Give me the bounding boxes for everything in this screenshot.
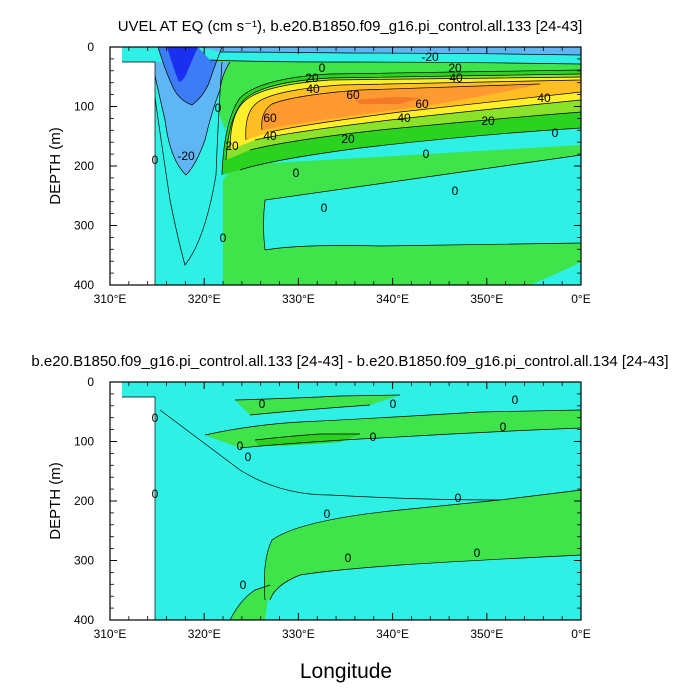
bottom-contour-lines — [159, 394, 581, 620]
contour-label: 20 — [448, 61, 462, 75]
contour-label: 0 — [215, 101, 222, 115]
contour-label: 20 — [305, 71, 319, 85]
contour-label: 0 — [237, 439, 244, 453]
y-tick-label: 100 — [74, 435, 94, 449]
bottom-contour-fill — [110, 382, 581, 620]
top-westward-m60 — [167, 47, 198, 82]
contour-label: 0 — [240, 578, 247, 592]
bottom-band-100m-core — [255, 434, 360, 446]
top-contour-fill — [110, 47, 581, 285]
contour-label: 40 — [306, 82, 320, 96]
x-tick-label: 320°E — [188, 627, 221, 641]
contour-label: 0 — [423, 147, 430, 161]
top-land-mask — [122, 62, 155, 285]
y-tick-label: 100 — [74, 100, 94, 114]
x-tick-label: 350°E — [470, 627, 503, 641]
contour-label: 0 — [370, 430, 377, 444]
y-tick-label: 300 — [74, 219, 94, 233]
top-east-corner — [530, 262, 581, 285]
contour-label: -20 — [177, 149, 195, 163]
bottom-x-axis-label: Longitude — [300, 660, 392, 683]
y-tick-label: 400 — [74, 613, 94, 627]
contour-label: 0 — [500, 420, 507, 434]
top-deep-positive-layer — [265, 243, 581, 285]
contour-label: 0 — [474, 546, 481, 560]
contour-label: 0 — [452, 184, 459, 198]
x-tick-label: 340°E — [376, 627, 409, 641]
x-tick-label: 340°E — [376, 292, 409, 306]
top-undercurrent-80 — [261, 84, 540, 130]
x-tick-label: 350°E — [470, 292, 503, 306]
contour-label: 20 — [225, 139, 239, 153]
contour-label: -20 — [421, 50, 439, 64]
contour-label: 0 — [345, 551, 352, 565]
bottom-y-axis-label: DEPTH (m) — [47, 462, 64, 540]
y-tick-label: 200 — [74, 159, 94, 173]
top-westward-m20 — [152, 62, 230, 175]
x-tick-label: 310°E — [94, 292, 127, 306]
contour-label: 20 — [481, 114, 495, 128]
contour-label: 0 — [152, 487, 159, 501]
top-undercurrent-core — [355, 97, 420, 104]
contour-label: 0 — [259, 397, 266, 411]
y-tick-label: 400 — [74, 278, 94, 292]
contour-label: 40 — [397, 111, 411, 125]
contour-label: 60 — [263, 111, 277, 125]
contour-label: 60 — [415, 97, 429, 111]
contour-label: 0 — [552, 126, 559, 140]
contour-label: 0 — [390, 397, 397, 411]
top-contour-lines — [149, 47, 581, 266]
contour-label: 0 — [152, 153, 159, 167]
contour-label: 40 — [449, 71, 463, 85]
x-tick-label: 320°E — [188, 292, 221, 306]
y-tick-label: 200 — [74, 494, 94, 508]
contour-label: 40 — [537, 91, 551, 105]
x-tick-label: 310°E — [94, 627, 127, 641]
top-middepth-positive-band — [223, 145, 581, 285]
x-tick-label: 0°E — [571, 292, 590, 306]
x-tick-label: 330°E — [282, 292, 315, 306]
contour-label: 60 — [346, 88, 360, 102]
contour-label: 0 — [324, 507, 331, 521]
x-tick-label: 0°E — [571, 627, 590, 641]
y-tick-label: 0 — [87, 375, 94, 389]
contour-label: 40 — [263, 129, 277, 143]
bottom-band-corner — [230, 585, 270, 620]
contour-label: 0 — [152, 411, 159, 425]
contour-label: 0 — [512, 393, 519, 407]
bottom-axis-ticks: 310°E 320°E 330°E 340°E 350°E 0°E 0 100 200 300 40… — [74, 375, 591, 641]
y-tick-label: 300 — [74, 554, 94, 568]
contour-label: 0 — [220, 231, 227, 245]
top-panel-title: UVEL AT EQ (cm s⁻¹), b.e20.B1850.f09_g16… — [118, 18, 583, 35]
bottom-land-mask — [122, 397, 155, 620]
y-tick-label: 0 — [87, 40, 94, 54]
contour-label: 0 — [455, 491, 462, 505]
contour-label: 0 — [319, 61, 326, 75]
contour-label: 20 — [341, 132, 355, 146]
top-y-axis-label: DEPTH (m) — [47, 127, 64, 205]
contour-label: 0 — [321, 201, 328, 215]
top-surface-m20-inner — [198, 47, 581, 55]
top-axis-ticks: 310°E 320°E 330°E 340°E 350°E 0°E010020030040… — [74, 40, 591, 306]
top-panel: UVEL AT EQ (cm s⁻¹), b.e20.B1850.f09_g16… — [47, 18, 591, 306]
bottom-band-shallow — [235, 395, 400, 415]
bottom-panel: b.e20.B1850.f09_g16.pi_control.all.133 [… — [31, 353, 668, 683]
contour-label: 0 — [245, 450, 252, 464]
x-tick-label: 330°E — [282, 627, 315, 641]
contour-label: 0 — [293, 166, 300, 180]
bottom-panel-title: b.e20.B1850.f09_g16.pi_control.all.133 [… — [31, 353, 668, 370]
